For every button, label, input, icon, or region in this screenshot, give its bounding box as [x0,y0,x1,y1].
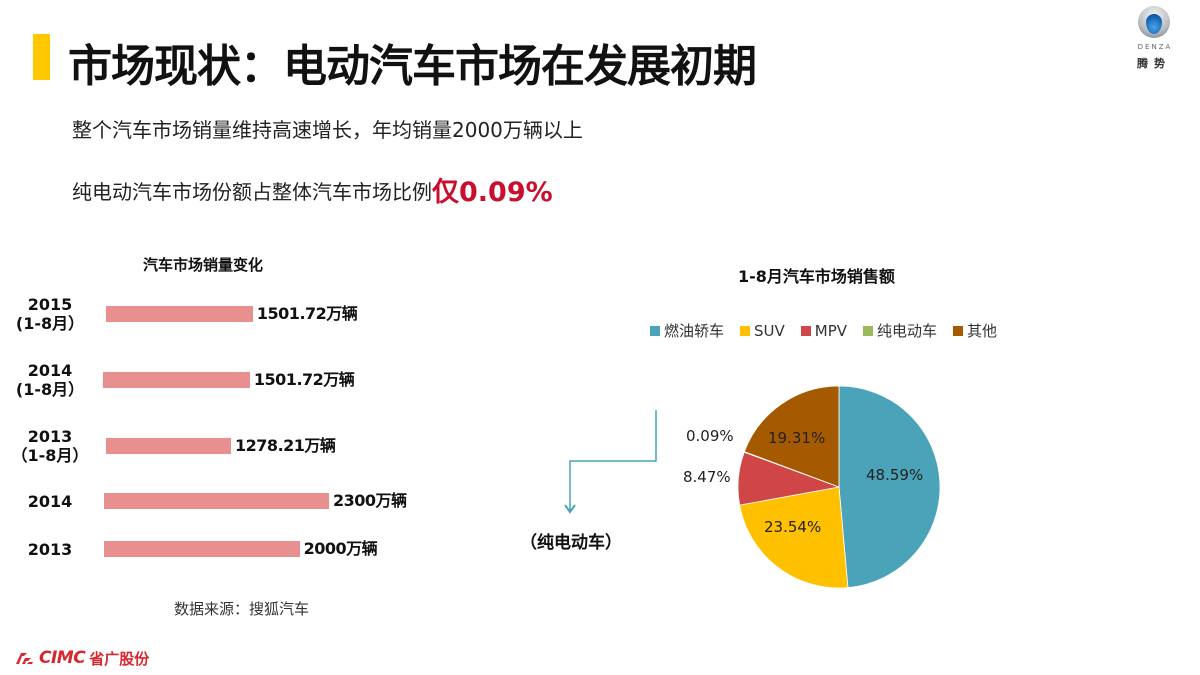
bar-category-label: 2014 (1-8月） [15,361,85,399]
bullet-market-growth: 整个汽车市场销量维持高速增长，年均销量2000万辆以上 [72,114,583,143]
logo-name-cn: 腾势 [1137,57,1171,70]
bullet-text: 整个汽车市场销量维持高速增长，年均销量2000万辆以上 [72,118,583,142]
bullet-text: 纯电动汽车市场份额占整体汽车市场比例 [72,180,432,204]
cimc-logo-cn: 省广股份 [89,649,150,668]
bar-category-label: 2013 [27,539,73,559]
bar-value-label: 1278.21万辆 [235,436,336,455]
logo-drop-icon [1146,14,1162,34]
legend-swatch-icon [740,325,751,336]
bar [103,372,250,388]
data-source-note: 数据来源：搜狐汽车 [174,600,310,618]
pie-slice-label: 0.09% [686,427,734,445]
logo-wordmark: DENZA [1137,43,1173,51]
legend-item: MPV [800,320,848,341]
title-accent-bar [33,34,50,80]
pie-legend: 燃油轿车 SUV MPV 纯电动车 其他 [650,320,997,341]
bar-value-label: 2000万辆 [303,539,378,558]
ev-share-highlight: 仅0.09% [432,177,553,208]
bar-category-label: 2013 （1-8月） [11,427,89,465]
arrow-down-icon [564,504,576,514]
pie-slice [743,385,840,488]
legend-label: 其他 [967,322,998,340]
legend-label: 纯电动车 [877,322,938,340]
legend-item: SUV [740,320,785,341]
legend-label: MPV [814,321,848,340]
legend-item: 其他 [953,320,997,341]
bar-value-label: 1501.72万辆 [253,370,355,389]
ev-callout-label: （纯电动车） [520,533,622,553]
bar [104,541,300,557]
pie-slice [838,385,941,589]
callout-connector [569,410,657,512]
cimc-logo: CIMC 省广股份 [13,646,149,670]
page-title: 市场现状：电动汽车市场在发展初期 [68,41,757,92]
bar [106,306,253,322]
bar [104,493,329,509]
bullet-ev-share: 纯电动汽车市场份额占整体汽车市场比例仅0.09% [72,170,553,209]
denza-logo: DENZA 腾势 [1118,4,1190,74]
legend-item: 纯电动车 [863,320,937,341]
cimc-logo-en: CIMC [39,648,86,668]
pie-chart-title: 1-8月汽车市场销售额 [738,267,895,286]
cimc-mark-icon [16,653,33,664]
legend-item: 燃油轿车 [650,320,724,341]
legend-swatch-icon [800,325,811,336]
legend-swatch-icon [953,325,964,336]
pie-slice-label: 48.59% [866,466,924,484]
pie-slice-label: 23.54% [764,518,822,536]
legend-swatch-icon [650,325,660,336]
bar-category-label: 2014 [27,491,73,511]
bar [106,438,232,454]
bar-value-label: 1501.72万辆 [256,304,358,323]
legend-label: 燃油轿车 [664,322,725,340]
bar-category-label: 2015 (1-8月） [15,295,85,333]
legend-label: SUV [754,321,785,340]
pie-slice-label: 8.47% [683,468,731,486]
pie-slice [739,486,849,589]
legend-swatch-icon [863,325,874,336]
bar-chart-title: 汽车市场销量变化 [143,256,264,274]
bar-value-label: 2300万辆 [333,491,407,510]
pie-slice-label: 19.31% [768,429,826,447]
